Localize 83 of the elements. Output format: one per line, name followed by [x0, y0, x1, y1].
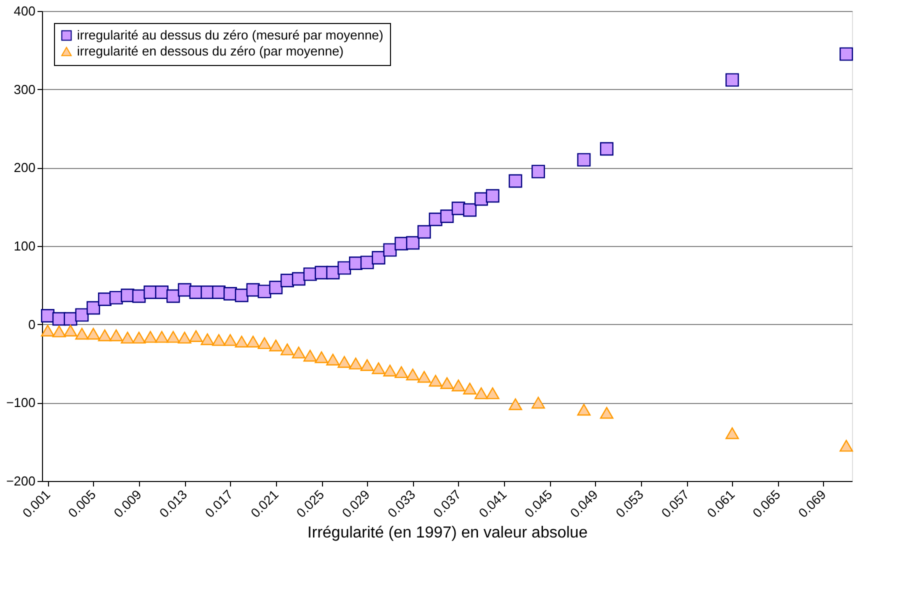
point [166, 289, 180, 303]
point [224, 334, 237, 346]
point [109, 329, 123, 342]
y-tick-label: −200 [6, 474, 36, 488]
point [155, 285, 169, 299]
point [577, 404, 591, 416]
point [258, 337, 272, 350]
point [212, 334, 226, 346]
legend-label: irregularité au dessus du zéro (mesuré par moyenne) [77, 28, 384, 42]
y-tick-label: 100 [14, 238, 36, 254]
y-tick-label: 0 [28, 316, 36, 332]
point [40, 308, 54, 322]
point [725, 427, 739, 440]
point [155, 330, 169, 343]
point [417, 225, 431, 239]
point [86, 301, 100, 315]
point [360, 359, 374, 371]
point [372, 251, 386, 264]
point [600, 142, 614, 156]
point [86, 328, 100, 340]
point [383, 243, 397, 257]
point [98, 329, 112, 342]
point [189, 330, 203, 342]
point [428, 374, 442, 387]
point [463, 382, 477, 394]
point [394, 366, 408, 378]
point [64, 324, 78, 337]
legend-label: irregularité en dessous du zéro (par moyenne) [77, 44, 344, 58]
point [269, 340, 283, 352]
point [428, 212, 442, 226]
point [338, 356, 352, 368]
point [200, 333, 214, 346]
point [40, 324, 54, 337]
point [326, 354, 340, 366]
point [144, 330, 158, 343]
point [463, 203, 477, 217]
x-axis-title: Irrégularité (en 1997) en valeur absolue [307, 524, 588, 542]
point [440, 377, 454, 389]
point [508, 398, 522, 410]
point [349, 358, 362, 370]
point [75, 308, 89, 322]
point [417, 370, 431, 383]
point [314, 351, 328, 364]
y-tick-label: −100 [6, 395, 36, 410]
point [132, 332, 146, 344]
point [166, 330, 180, 343]
point [840, 440, 854, 452]
point [338, 261, 352, 275]
point [246, 336, 260, 348]
point [486, 189, 500, 203]
point [75, 328, 89, 340]
point [360, 256, 374, 270]
y-tick-label: 300 [14, 82, 36, 97]
point [280, 343, 294, 356]
point [326, 266, 340, 280]
point [372, 362, 386, 374]
point [234, 288, 248, 302]
point [406, 236, 420, 250]
point [452, 380, 466, 392]
point [486, 387, 500, 400]
point [178, 332, 192, 344]
point [532, 396, 545, 409]
point [258, 284, 272, 298]
point [234, 336, 248, 348]
point [292, 272, 306, 286]
point [508, 174, 522, 188]
point [577, 153, 591, 167]
point [406, 368, 420, 380]
point [303, 350, 317, 362]
point [383, 364, 397, 376]
point [725, 73, 739, 87]
point [440, 210, 454, 223]
point [52, 325, 66, 338]
point [840, 47, 854, 61]
point [132, 289, 146, 303]
point [292, 346, 306, 358]
point [532, 164, 545, 178]
point [600, 406, 614, 419]
point [269, 280, 283, 294]
y-tick-label: 200 [14, 160, 36, 176]
y-tick-label: 400 [14, 4, 36, 18]
point [120, 332, 134, 344]
point [474, 387, 488, 400]
